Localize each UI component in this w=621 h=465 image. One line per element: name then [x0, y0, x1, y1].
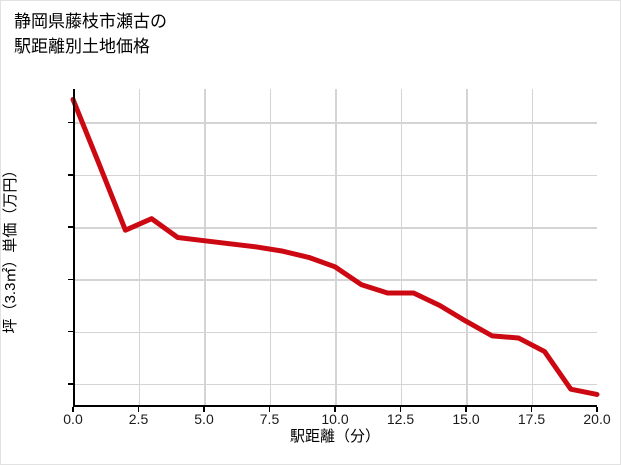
gridline-vertical	[138, 89, 140, 407]
gridline-vertical	[204, 89, 206, 407]
y-tick-mark	[68, 383, 73, 385]
y-axis-spine	[73, 89, 75, 407]
x-tick-mark	[334, 407, 336, 412]
x-tick-mark	[268, 407, 271, 412]
y-tick-mark	[68, 121, 73, 124]
y-tick-mark	[68, 173, 73, 176]
gridline-vertical	[400, 89, 402, 407]
plot-area: 21.522.022.523.023.524.0 0.0 2.5 5.0 7.5 10.…	[63, 89, 611, 427]
gridline-vertical	[531, 89, 533, 407]
gridline-vertical	[466, 89, 468, 407]
y-tick-mark	[68, 226, 73, 228]
x-tick-mark	[596, 407, 598, 412]
x-tick-label: 12.5	[386, 411, 415, 427]
x-tick-label: 17.5	[517, 411, 546, 427]
x-tick-label: 0.0	[63, 411, 83, 427]
x-tick-mark	[530, 407, 533, 412]
gridline-vertical	[335, 89, 337, 407]
x-tick-label: 10.0	[321, 411, 349, 427]
x-tick-label: 15.0	[452, 411, 480, 427]
y-tick-mark	[68, 278, 73, 281]
x-axis-ticks: 0.0 2.5 5.0 7.5 10.0 12.5 15.0 17.5 20.0	[63, 89, 611, 427]
y-axis-title: 坪（3.3㎡）単価（万円）	[2, 162, 19, 334]
x-tick-label: 2.5	[128, 411, 149, 427]
x-tick-mark	[399, 407, 402, 412]
x-tick-label: 7.5	[259, 411, 280, 427]
page-title: 静岡県藤枝市瀬古の 駅距離別土地価格	[14, 12, 167, 56]
x-tick-mark	[72, 407, 74, 412]
y-tick-mark	[68, 330, 73, 333]
x-tick-mark	[465, 407, 467, 412]
line-series-坪単価	[70, 96, 600, 397]
x-axis-spine	[73, 405, 597, 407]
x-tick-mark	[203, 407, 205, 412]
x-tick-mark	[137, 407, 140, 412]
x-tick-label: 5.0	[194, 411, 214, 427]
y-axis-ticks: 21.522.022.523.023.524.0	[68, 89, 597, 407]
x-tick-label: 20.0	[583, 411, 611, 427]
x-axis-title: 駅距離（分）	[289, 428, 380, 445]
